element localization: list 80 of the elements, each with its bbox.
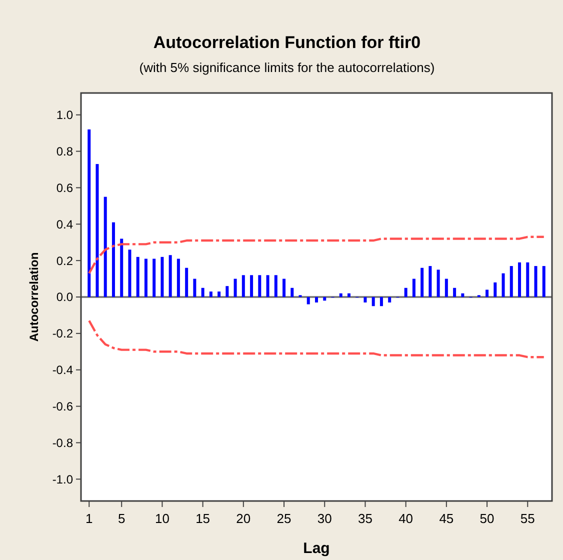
x-tick-label: 50 (480, 511, 494, 526)
x-tick-label: 15 (196, 511, 210, 526)
bar (168, 255, 172, 297)
bar (461, 293, 464, 297)
bar (250, 275, 254, 297)
x-tick-label: 55 (520, 511, 535, 526)
chart-title: Autocorrelation Function for ftir0 (153, 33, 421, 52)
bar (542, 266, 546, 297)
line-series (88, 236, 545, 274)
bar (534, 266, 538, 297)
bar (193, 278, 196, 297)
y-tick-label: -0.4 (52, 363, 74, 378)
x-tick-label: 45 (439, 511, 454, 526)
bar (388, 297, 392, 302)
y-tick-label: -0.8 (52, 436, 74, 450)
bar (315, 297, 318, 302)
line-series (88, 320, 545, 358)
y-tick-label: -1.0 (52, 472, 74, 486)
bar (380, 297, 383, 306)
bar (372, 297, 375, 306)
bar (88, 129, 91, 297)
bar (347, 293, 350, 297)
x-tick-label: 30 (317, 511, 332, 526)
bar (339, 293, 342, 297)
chart-subtitle: (with 5% significance limits for the autocorrelations) (139, 60, 435, 75)
bar (420, 268, 424, 297)
bar (242, 275, 245, 297)
y-tick-label: -0.6 (52, 399, 74, 414)
bar (526, 262, 530, 297)
bar (234, 278, 237, 297)
bar (152, 258, 156, 297)
y-tick-label: 0.4 (56, 217, 74, 232)
bar (412, 278, 416, 297)
bar (218, 292, 221, 297)
bar (120, 238, 124, 297)
bar (266, 275, 270, 297)
x-tick-label: 25 (276, 511, 292, 526)
y-tick-label: -0.2 (52, 326, 74, 341)
y-tick-label: 0.0 (56, 290, 74, 304)
y-tick-label: 0.2 (56, 254, 74, 268)
bar (282, 278, 286, 297)
bar (436, 270, 440, 297)
bar (112, 222, 115, 297)
bar (226, 286, 229, 297)
x-tick-label: 40 (398, 511, 414, 526)
bar (96, 164, 99, 297)
bar (486, 290, 489, 297)
bar (518, 262, 522, 297)
bar (428, 266, 432, 297)
bar (209, 292, 212, 297)
y-axis-title: Autocorrelation (27, 252, 41, 342)
bar (136, 256, 140, 297)
bar (128, 250, 132, 297)
bar (185, 268, 188, 297)
x-tick-label: 35 (358, 511, 372, 526)
bar (502, 273, 505, 297)
bar (404, 288, 408, 297)
bar (444, 278, 448, 297)
bar (494, 282, 497, 297)
bar (290, 288, 294, 297)
bar (364, 297, 367, 302)
x-tick-label: 5 (118, 511, 126, 526)
x-tick-label: 1 (86, 511, 93, 526)
x-tick-label: 10 (154, 511, 170, 526)
bar (176, 258, 180, 297)
bar (144, 258, 148, 297)
bar (201, 288, 204, 297)
bar (160, 256, 164, 297)
bar (274, 275, 278, 297)
bar (104, 196, 107, 297)
bar (258, 275, 262, 297)
bar (323, 297, 326, 301)
y-tick-label: 0.8 (56, 144, 74, 158)
bar (306, 297, 310, 304)
y-tick-label: 0.6 (56, 180, 74, 195)
x-axis-title: Lag (303, 540, 330, 557)
bar (453, 288, 456, 297)
y-tick-label: 1.0 (56, 108, 74, 122)
x-tick-label: 20 (236, 511, 251, 526)
bar (510, 266, 513, 297)
